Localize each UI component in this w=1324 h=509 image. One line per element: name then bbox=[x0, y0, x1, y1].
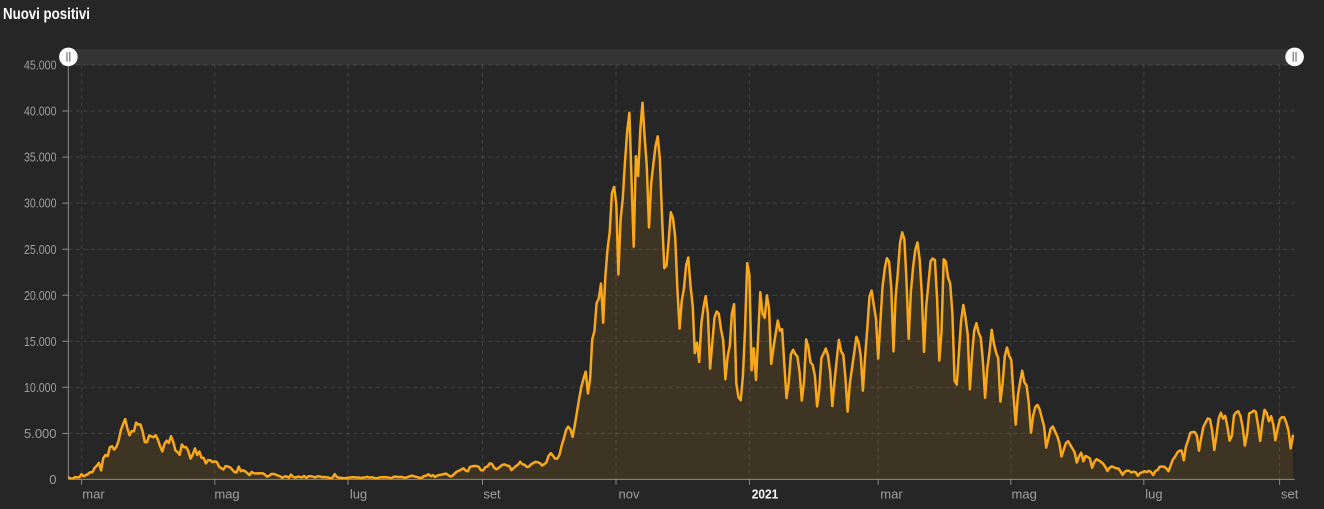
svg-text:mag: mag bbox=[1012, 487, 1037, 502]
svg-text:mag: mag bbox=[214, 487, 239, 502]
svg-text:set: set bbox=[483, 487, 501, 502]
svg-text:lug: lug bbox=[350, 487, 367, 502]
svg-text:mar: mar bbox=[82, 487, 105, 502]
svg-text:35.000: 35.000 bbox=[24, 150, 57, 165]
svg-text:mar: mar bbox=[880, 487, 903, 502]
svg-text:lug: lug bbox=[1145, 487, 1162, 502]
svg-text:40.000: 40.000 bbox=[24, 104, 57, 119]
svg-text:Nuovi positivi: Nuovi positivi bbox=[3, 6, 90, 23]
svg-text:nov: nov bbox=[619, 487, 640, 502]
svg-text:15.000: 15.000 bbox=[24, 334, 57, 349]
svg-text:30.000: 30.000 bbox=[24, 196, 57, 211]
svg-text:5.000: 5.000 bbox=[24, 426, 57, 441]
svg-text:2021: 2021 bbox=[752, 487, 779, 502]
svg-text:45.000: 45.000 bbox=[24, 58, 57, 73]
svg-text:20.000: 20.000 bbox=[24, 288, 57, 303]
svg-text:0: 0 bbox=[49, 472, 56, 487]
svg-text:set: set bbox=[1281, 487, 1299, 502]
svg-text:10.000: 10.000 bbox=[24, 380, 57, 395]
svg-text:25.000: 25.000 bbox=[24, 242, 57, 257]
